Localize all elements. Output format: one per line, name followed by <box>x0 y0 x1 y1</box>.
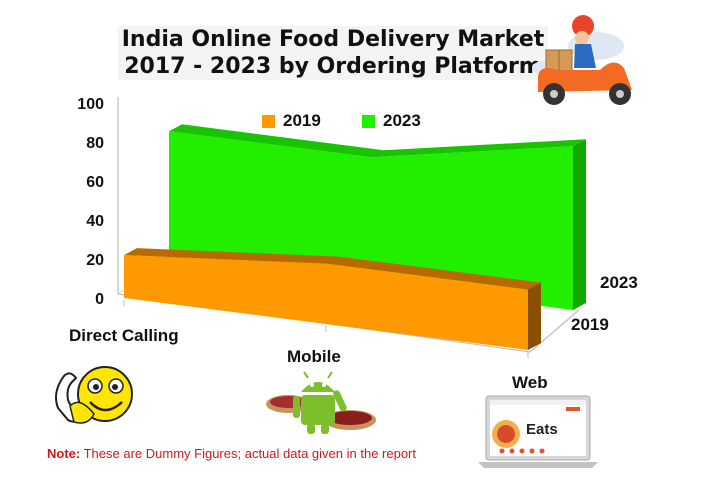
category-label-direct-calling: Direct Calling <box>69 326 179 345</box>
legend-item-2023: 2023 <box>362 111 421 131</box>
footnote-label: Note: <box>47 446 81 461</box>
y-tick-label: 60 <box>86 174 104 191</box>
series-top-face <box>124 248 541 290</box>
android-robot-icon <box>266 371 376 434</box>
y-tick-label: 0 <box>95 291 104 308</box>
series-front-face <box>124 255 528 350</box>
chart-title-line2: 2017 - 2023 by Ordering Platform <box>124 54 542 79</box>
series-2019-area <box>123 248 541 350</box>
series-side-face <box>573 139 586 310</box>
depth-label: 2019 <box>571 315 609 334</box>
depth-label: 2023 <box>600 273 638 292</box>
series-top-face <box>169 124 586 158</box>
legend-swatch-2019 <box>262 114 275 128</box>
category-label-web: Web <box>512 373 548 392</box>
depth-axis-line <box>529 309 580 353</box>
laptop-screen-text: Eats <box>526 421 558 438</box>
legend-label-2023: 2023 <box>383 111 421 130</box>
legend-label-2019: 2019 <box>283 111 321 130</box>
y-tick-label: 40 <box>86 213 104 230</box>
chart-title: India Online Food Delivery Market 2017 -… <box>118 26 548 80</box>
chart-title-line1: India Online Food Delivery Market <box>121 27 545 52</box>
laptop-icon: Eats <box>478 395 598 468</box>
category-label-mobile: Mobile <box>287 347 341 366</box>
y-tick-label: 80 <box>86 135 104 152</box>
footnote-text: These are Dummy Figures; actual data giv… <box>83 446 416 461</box>
y-tick-label: 100 <box>77 96 104 113</box>
footnote: Note: These are Dummy Figures; actual da… <box>47 446 416 461</box>
phone-call-smiley-icon <box>55 366 133 424</box>
legend-swatch-2023 <box>362 114 375 128</box>
depth-axis-labels: 2023 2019 <box>571 273 638 334</box>
series-side-face <box>528 282 541 350</box>
legend-item-2019: 2019 <box>262 111 321 131</box>
delivery-scooter-icon <box>532 15 632 105</box>
y-axis-ticks: 0 20 40 60 80 100 <box>77 96 104 308</box>
y-tick-label: 20 <box>86 252 104 269</box>
